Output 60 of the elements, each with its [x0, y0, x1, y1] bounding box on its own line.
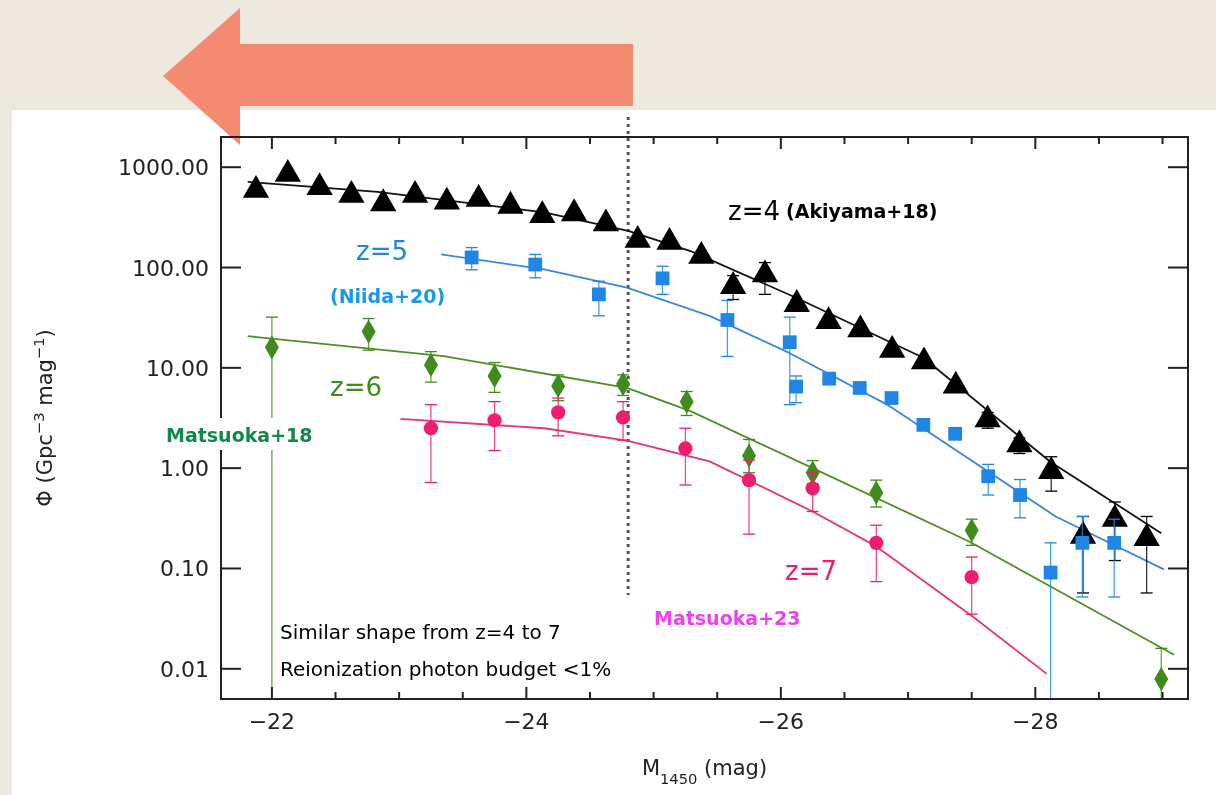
- point: [948, 426, 963, 441]
- point: [1075, 535, 1090, 550]
- series-label: z=4: [728, 196, 780, 226]
- annotation: Matsuoka+23: [654, 607, 801, 629]
- x-tick-label: −22: [248, 709, 296, 734]
- point: [847, 314, 874, 338]
- annotation: Matsuoka+18: [166, 424, 313, 446]
- point: [822, 371, 837, 386]
- point: [497, 190, 524, 214]
- series-label: z=7: [785, 556, 837, 586]
- y-tick-label: 1000.00: [118, 155, 209, 181]
- point: [465, 184, 492, 207]
- point: [433, 186, 461, 210]
- point: [487, 413, 502, 428]
- point: [592, 208, 620, 232]
- annotation: (Niida+20): [330, 285, 446, 307]
- point: [423, 421, 439, 436]
- point: [370, 188, 397, 212]
- point: [306, 172, 333, 196]
- point: [1107, 535, 1122, 550]
- point: [741, 473, 757, 488]
- point: [615, 410, 631, 425]
- x-tick-label: −26: [757, 709, 805, 734]
- point: [624, 225, 651, 248]
- y-tick-label: 10.00: [146, 355, 209, 381]
- annotation: Similar shape from z=4 to 7: [280, 620, 561, 644]
- point: [805, 481, 820, 496]
- text: z=5: [356, 236, 408, 266]
- point: [656, 226, 683, 250]
- point: [815, 306, 842, 330]
- point: [551, 405, 566, 420]
- point: [242, 175, 270, 198]
- point: [884, 391, 899, 405]
- y-tick-label: 1.00: [160, 456, 209, 482]
- annotation: (Akiyama+18): [786, 200, 938, 222]
- point: [529, 200, 556, 223]
- point: [560, 198, 588, 222]
- y-tick-label: 0.10: [160, 556, 209, 582]
- point: [981, 469, 996, 484]
- point: [1013, 488, 1027, 502]
- y-tick-label: 0.01: [160, 656, 209, 682]
- y-tick-label: 100.00: [132, 255, 209, 281]
- point: [789, 379, 803, 394]
- point: [869, 535, 884, 550]
- point: [719, 271, 747, 294]
- point: [852, 381, 867, 395]
- point: [274, 159, 301, 182]
- x-axis-title: M$_{1450}$ (mag): [641, 756, 768, 787]
- point: [688, 240, 715, 264]
- annotation: Reionization photon budget <1%: [280, 657, 612, 681]
- point: [964, 570, 979, 585]
- point: [916, 417, 931, 432]
- point: [401, 180, 429, 203]
- series-label: z=6: [330, 372, 382, 402]
- point: [338, 180, 365, 203]
- point: [783, 289, 810, 312]
- x-tick-label: −24: [503, 709, 550, 734]
- x-tick-label: −28: [1012, 709, 1059, 734]
- point: [678, 441, 693, 456]
- point: [751, 259, 779, 283]
